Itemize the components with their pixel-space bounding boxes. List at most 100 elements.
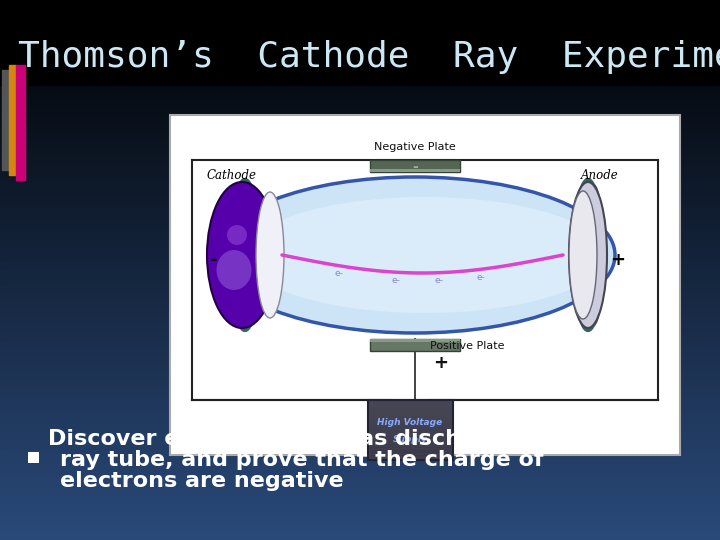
- Bar: [0, 458, 720, 461]
- Bar: [0, 97, 720, 99]
- Bar: [0, 518, 720, 520]
- Bar: [0, 327, 720, 329]
- Bar: [0, 199, 720, 201]
- Text: ray tube, and prove that the charge of: ray tube, and prove that the charge of: [60, 450, 544, 470]
- Ellipse shape: [569, 182, 607, 328]
- Bar: [0, 63, 720, 65]
- Bar: [0, 79, 720, 81]
- Bar: [0, 399, 720, 401]
- Bar: [0, 354, 720, 356]
- Bar: [0, 495, 720, 497]
- Bar: [0, 330, 720, 333]
- Bar: [0, 401, 720, 403]
- Bar: [370, 169, 460, 172]
- Bar: [0, 435, 720, 437]
- Text: Negative Plate: Negative Plate: [374, 142, 456, 152]
- Bar: [0, 84, 720, 86]
- Ellipse shape: [569, 191, 597, 319]
- Bar: [0, 449, 720, 452]
- Bar: [0, 527, 720, 529]
- Bar: [0, 295, 720, 297]
- Bar: [0, 168, 720, 171]
- Bar: [0, 0, 720, 2]
- Bar: [0, 489, 720, 491]
- Text: -: -: [210, 251, 217, 269]
- Bar: [0, 323, 720, 326]
- Bar: [370, 455, 451, 458]
- Bar: [0, 188, 720, 191]
- Text: High Voltage: High Voltage: [377, 418, 443, 427]
- Bar: [0, 406, 720, 409]
- Bar: [0, 282, 720, 285]
- Bar: [0, 158, 720, 160]
- Bar: [370, 427, 451, 430]
- Bar: [0, 438, 720, 441]
- Bar: [0, 21, 720, 23]
- Bar: [0, 206, 720, 209]
- Bar: [0, 377, 720, 380]
- Bar: [0, 276, 720, 279]
- Bar: [0, 28, 720, 31]
- Bar: [0, 242, 720, 245]
- Bar: [0, 113, 720, 115]
- Bar: [0, 36, 720, 38]
- Bar: [170, 115, 680, 455]
- Bar: [0, 95, 720, 97]
- Bar: [0, 512, 720, 515]
- Bar: [0, 235, 720, 238]
- Bar: [0, 215, 720, 218]
- Bar: [0, 165, 720, 167]
- Bar: [0, 1, 720, 4]
- Bar: [0, 41, 720, 43]
- Bar: [370, 433, 451, 436]
- Bar: [0, 185, 720, 187]
- Bar: [0, 52, 720, 54]
- Bar: [0, 464, 720, 466]
- Bar: [0, 178, 720, 180]
- Bar: [0, 460, 720, 463]
- Bar: [0, 471, 720, 474]
- Bar: [0, 134, 720, 137]
- Bar: [0, 133, 720, 135]
- Bar: [0, 424, 720, 427]
- Bar: [0, 338, 720, 340]
- Bar: [0, 478, 720, 481]
- Bar: [0, 387, 720, 389]
- Bar: [370, 447, 451, 450]
- Text: -: -: [412, 160, 418, 174]
- Bar: [0, 187, 720, 189]
- Bar: [0, 394, 720, 396]
- Bar: [0, 136, 720, 139]
- Bar: [0, 23, 720, 25]
- Bar: [0, 217, 720, 220]
- Bar: [0, 365, 720, 367]
- Bar: [0, 241, 720, 243]
- Bar: [0, 384, 720, 387]
- Bar: [0, 17, 720, 20]
- Bar: [0, 154, 720, 157]
- Bar: [0, 473, 720, 475]
- Bar: [0, 441, 720, 443]
- Bar: [0, 10, 720, 12]
- Bar: [0, 257, 720, 259]
- Bar: [0, 309, 720, 312]
- Bar: [0, 249, 720, 252]
- Bar: [0, 70, 720, 72]
- Bar: [0, 428, 720, 430]
- Bar: [0, 228, 720, 231]
- Bar: [0, 120, 720, 123]
- Bar: [0, 316, 720, 319]
- Bar: [0, 246, 720, 248]
- Bar: [0, 107, 720, 110]
- Text: Supply: Supply: [392, 435, 428, 443]
- Bar: [0, 390, 720, 393]
- Bar: [0, 530, 720, 533]
- Bar: [0, 222, 720, 225]
- Bar: [0, 491, 720, 493]
- Bar: [16, 65, 25, 180]
- Bar: [0, 129, 720, 131]
- Bar: [370, 438, 451, 441]
- Bar: [0, 340, 720, 342]
- Bar: [0, 117, 720, 119]
- Bar: [0, 444, 720, 447]
